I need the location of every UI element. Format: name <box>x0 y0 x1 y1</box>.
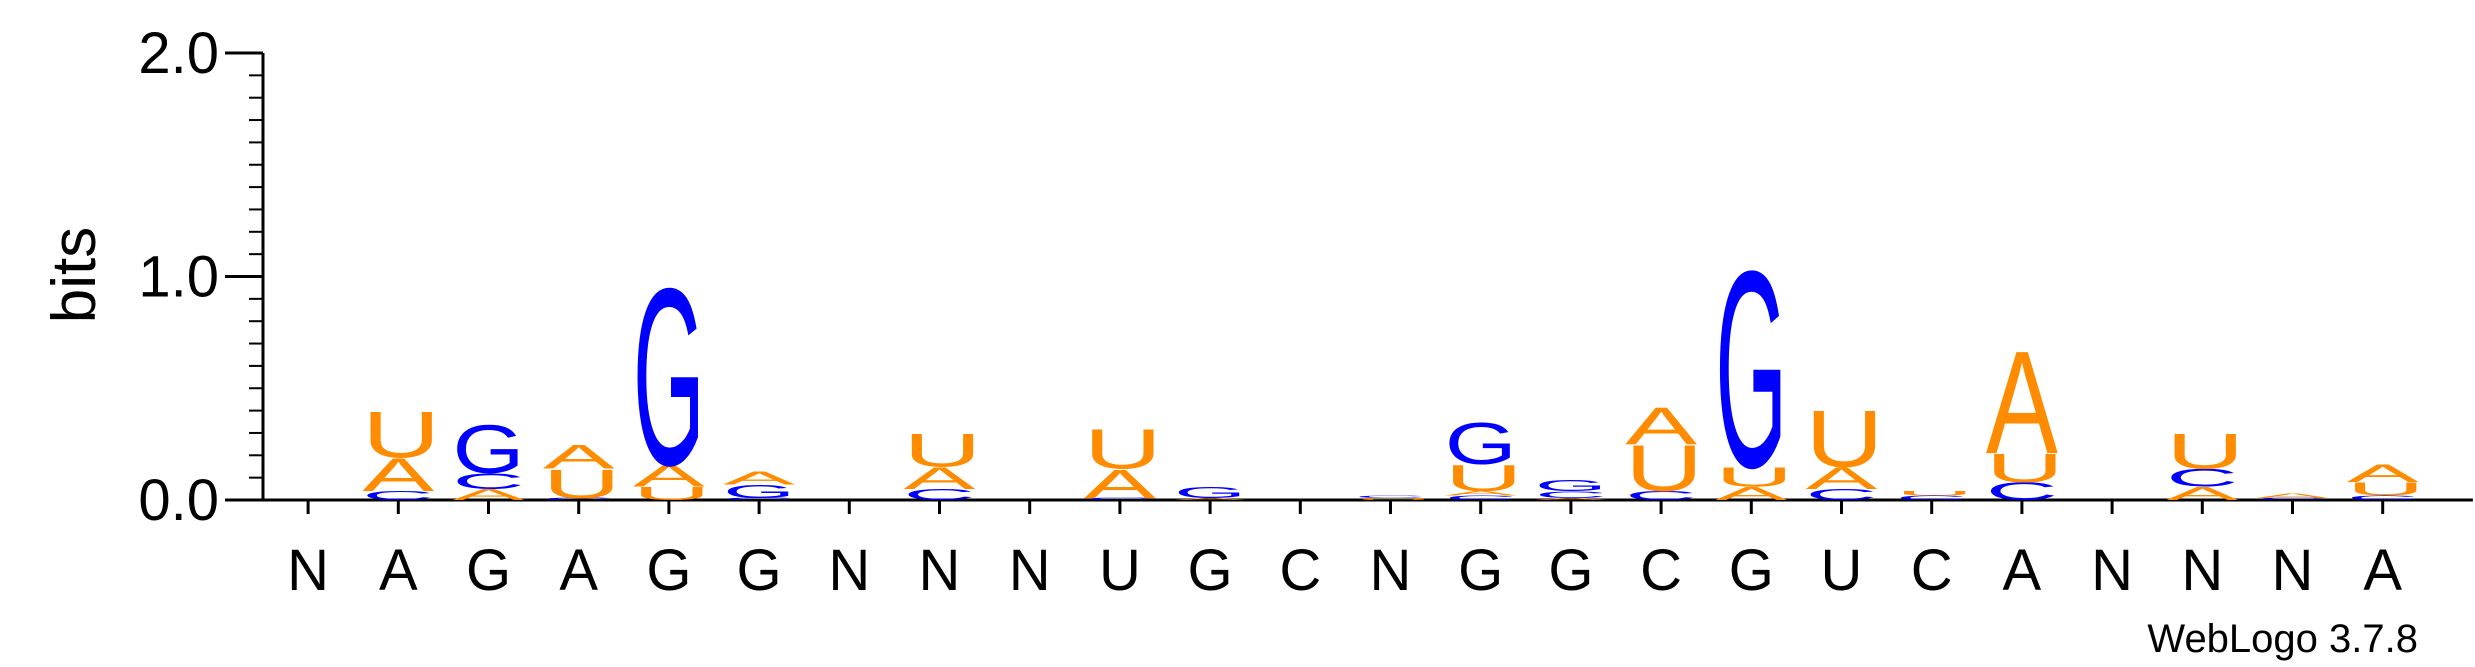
position-label-16: C <box>1640 538 1682 603</box>
glyph-u-pos8: U <box>904 424 982 476</box>
glyph-a-pos4: A <box>543 437 616 476</box>
glyph-c-pos15: C <box>1535 489 1607 499</box>
glyph-a-pos11: A <box>1174 497 1246 500</box>
position-label-18: U <box>1821 538 1863 603</box>
glyph-g-pos6: G <box>723 481 795 502</box>
position-label-3: G <box>466 538 511 603</box>
glyph-a-pos6: A <box>723 468 795 489</box>
glyph-a-pos23: A <box>2257 492 2329 499</box>
position-label-6: G <box>737 538 782 603</box>
position-label-17: G <box>1729 538 1774 603</box>
glyph-u-pos2: U <box>362 398 440 471</box>
glyph-u-pos17: U <box>1715 461 1793 492</box>
position-label-13: N <box>1370 538 1412 603</box>
position-label-12: C <box>1279 538 1321 603</box>
position-label-19: C <box>1911 538 1953 603</box>
glyph-a-pos8: A <box>904 461 976 496</box>
glyph-a-pos17: A <box>1715 483 1787 504</box>
glyph-a-pos5: A <box>633 458 705 493</box>
y-tick-label-2: 2.0 <box>138 21 219 86</box>
glyph-u-pos14: U <box>1445 458 1523 500</box>
glyph-c-pos14: C <box>1445 494 1517 501</box>
glyph-c-pos3: C <box>453 469 525 493</box>
glyph-c-pos16: C <box>1625 489 1697 503</box>
glyph-c-pos13: C <box>1355 495 1427 498</box>
glyph-c-pos22: C <box>2166 464 2238 492</box>
glyph-u-pos20: U <box>1986 446 2064 491</box>
glyph-a-pos10: A <box>1084 461 1157 506</box>
glyph-a-pos3: A <box>453 486 526 503</box>
position-label-9: N <box>1009 538 1051 603</box>
position-label-15: G <box>1548 538 1593 603</box>
glyph-c-pos24: C <box>2347 494 2419 501</box>
y-axis-label: bits <box>40 227 109 323</box>
glyph-c-pos10: C <box>1084 497 1156 500</box>
y-tick-label-0: 0.0 <box>138 468 219 533</box>
weblogo-credit: WebLogo 3.7.8 <box>2147 617 2418 661</box>
position-label-24: A <box>2363 538 2402 603</box>
glyph-u-pos5: U <box>633 483 711 504</box>
position-label-21: N <box>2091 538 2133 603</box>
position-label-5: G <box>646 538 691 603</box>
glyph-c-pos18: C <box>1806 486 1878 503</box>
position-label-14: G <box>1458 538 1503 603</box>
glyph-a-pos15: A <box>1535 497 1607 500</box>
position-label-11: G <box>1188 538 1233 603</box>
glyph-c-pos8: C <box>904 486 976 503</box>
glyph-c-pos4: C <box>543 497 615 500</box>
position-label-2: A <box>379 538 418 603</box>
position-label-8: N <box>919 538 961 603</box>
position-label-7: N <box>828 538 870 603</box>
glyph-a-pos18: A <box>1806 461 1878 496</box>
glyph-c-pos2: C <box>362 489 434 503</box>
glyph-c-pos6: C <box>723 497 795 500</box>
position-label-20: A <box>2003 538 2042 603</box>
glyph-u-pos19: U <box>1896 490 1974 497</box>
glyph-u-pos22: U <box>2166 424 2244 480</box>
position-label-4: A <box>559 538 598 603</box>
glyph-g-pos5: G <box>633 237 705 519</box>
glyph-g-pos14: G <box>1445 412 1517 478</box>
glyph-u-pos18: U <box>1806 394 1884 484</box>
glyph-a-pos20: A <box>1986 321 2058 485</box>
glyph-a-pos16: A <box>1625 397 1697 456</box>
glyph-a-pos22: A <box>2166 483 2238 504</box>
glyph-u-pos24: U <box>2347 479 2425 500</box>
glyph-u-pos13: U <box>1355 497 1433 500</box>
glyph-u-pos4: U <box>543 461 621 506</box>
glyph-c-pos19: C <box>1896 494 1968 501</box>
glyph-g-pos17: G <box>1715 214 1787 527</box>
glyph-g-pos11: G <box>1174 484 1246 501</box>
glyph-a-pos14: A <box>1445 490 1517 497</box>
position-label-23: N <box>2272 538 2314 603</box>
glyph-u-pos10: U <box>1084 418 1162 481</box>
position-label-10: U <box>1099 538 1141 603</box>
glyph-g-pos15: G <box>1535 477 1607 494</box>
glyph-a-pos24: A <box>2347 459 2420 487</box>
axes: 0.0 1.0 2.0 <box>138 21 2473 533</box>
position-label-22: N <box>2181 538 2223 603</box>
glyph-c-pos23: C <box>2257 497 2329 500</box>
glyph-a-pos2: A <box>362 449 435 501</box>
glyph-u-pos16: U <box>1625 432 1703 505</box>
y-tick-label-1: 1.0 <box>138 245 219 310</box>
position-label-1: N <box>287 538 329 603</box>
glyph-g-pos3: G <box>453 412 525 489</box>
